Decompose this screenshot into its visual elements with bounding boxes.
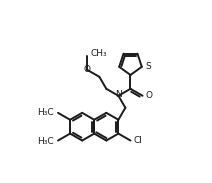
- Text: H₃C: H₃C: [37, 137, 53, 146]
- Text: CH₃: CH₃: [90, 49, 107, 58]
- Text: S: S: [146, 62, 151, 71]
- Text: O: O: [84, 65, 91, 74]
- Text: H₃C: H₃C: [37, 108, 53, 117]
- Text: Cl: Cl: [134, 136, 142, 145]
- Text: O: O: [146, 91, 153, 100]
- Text: N: N: [115, 90, 122, 99]
